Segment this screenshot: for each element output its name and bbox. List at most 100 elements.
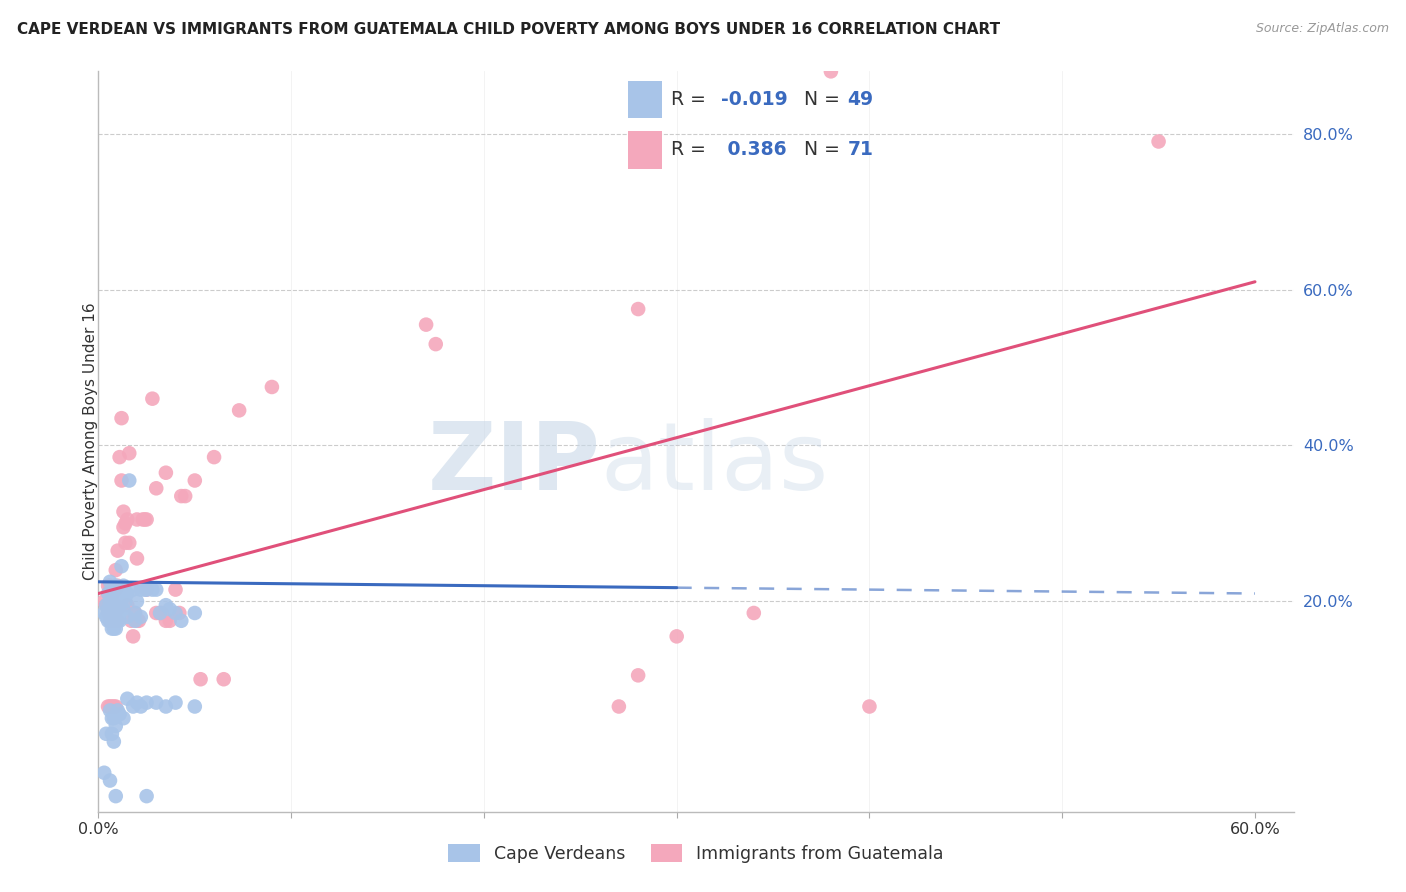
Point	[170, 614, 193, 628]
Point	[101, 711, 124, 725]
Point	[94, 610, 117, 624]
Point	[665, 629, 688, 643]
Point	[108, 450, 131, 464]
Bar	[628, 131, 662, 169]
Bar	[628, 81, 662, 119]
Point	[118, 474, 141, 488]
Point	[107, 579, 129, 593]
Point	[101, 614, 124, 628]
Point	[415, 318, 437, 332]
Point	[98, 579, 121, 593]
Point	[104, 598, 127, 612]
Point	[101, 594, 124, 608]
Point	[135, 582, 157, 597]
Point	[103, 699, 125, 714]
Text: Source: ZipAtlas.com: Source: ZipAtlas.com	[1256, 22, 1389, 36]
Point	[1147, 135, 1170, 149]
Point	[101, 582, 124, 597]
Point	[129, 610, 152, 624]
Point	[135, 789, 157, 804]
Point	[107, 606, 129, 620]
Point	[103, 711, 125, 725]
Point	[104, 622, 127, 636]
Point	[607, 699, 630, 714]
Point	[101, 622, 124, 636]
Y-axis label: Child Poverty Among Boys Under 16: Child Poverty Among Boys Under 16	[83, 302, 97, 581]
Point	[98, 606, 121, 620]
Point	[118, 446, 141, 460]
Point	[104, 579, 127, 593]
Point	[101, 602, 124, 616]
Point	[118, 536, 141, 550]
Point	[122, 629, 145, 643]
Point	[93, 606, 115, 620]
Text: N =: N =	[804, 140, 846, 159]
Point	[129, 582, 152, 597]
Text: atlas: atlas	[600, 417, 828, 509]
Point	[124, 606, 146, 620]
Point	[174, 489, 197, 503]
Point	[155, 598, 177, 612]
Point	[112, 520, 135, 534]
Point	[145, 696, 167, 710]
Point	[101, 614, 124, 628]
Point	[858, 699, 880, 714]
Point	[103, 734, 125, 748]
Point	[107, 543, 129, 558]
Point	[98, 773, 121, 788]
Point	[125, 594, 148, 608]
Point	[98, 699, 121, 714]
Point	[103, 622, 125, 636]
Point	[107, 614, 129, 628]
Point	[742, 606, 765, 620]
Point	[98, 598, 121, 612]
Point	[94, 727, 117, 741]
Point	[125, 551, 148, 566]
Point	[122, 699, 145, 714]
Point	[117, 586, 139, 600]
Point	[112, 602, 135, 616]
Point	[97, 614, 120, 628]
Point	[135, 582, 157, 597]
Point	[97, 602, 120, 616]
Point	[110, 559, 132, 574]
Point	[108, 614, 131, 628]
Point	[165, 606, 187, 620]
Point	[108, 598, 131, 612]
Point	[114, 594, 136, 608]
Point	[112, 579, 135, 593]
Point	[260, 380, 283, 394]
Point	[124, 606, 146, 620]
Point	[155, 466, 177, 480]
Point	[98, 703, 121, 717]
Point	[114, 536, 136, 550]
Point	[169, 606, 191, 620]
Text: ZIP: ZIP	[427, 417, 600, 509]
Point	[112, 505, 135, 519]
Point	[165, 582, 187, 597]
Point	[104, 602, 127, 616]
Point	[110, 474, 132, 488]
Point	[125, 512, 148, 526]
Point	[145, 606, 167, 620]
Point	[128, 614, 150, 628]
Text: -0.019: -0.019	[721, 90, 787, 109]
Point	[112, 711, 135, 725]
Point	[125, 614, 148, 628]
Point	[94, 598, 117, 612]
Point	[117, 512, 139, 526]
Text: 71: 71	[848, 140, 873, 159]
Point	[170, 489, 193, 503]
Point	[98, 594, 121, 608]
Point	[145, 481, 167, 495]
Point	[97, 606, 120, 620]
Point	[184, 699, 207, 714]
Point	[150, 606, 173, 620]
Point	[141, 392, 163, 406]
Point	[112, 591, 135, 605]
Point	[117, 610, 139, 624]
Point	[104, 563, 127, 577]
Point	[110, 411, 132, 425]
Point	[820, 64, 842, 78]
Point	[135, 512, 157, 526]
